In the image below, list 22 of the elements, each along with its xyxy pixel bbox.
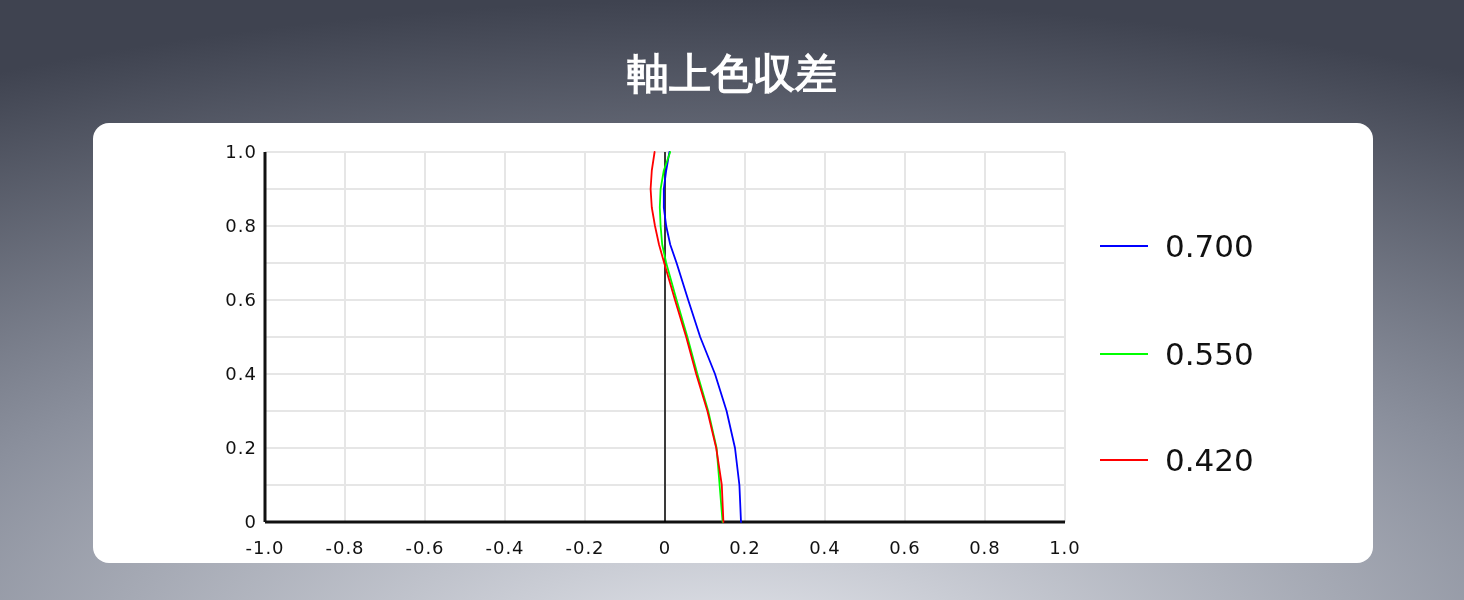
x-tick-label: 0: [658, 537, 672, 558]
y-tick-label: 0: [244, 511, 257, 532]
legend-label: 0.700: [1165, 228, 1254, 264]
line-series: [662, 151, 742, 523]
x-tick-label: -1.0: [245, 537, 285, 558]
x-tick-label: 0.2: [729, 537, 761, 558]
x-tick-label: -0.6: [405, 537, 445, 558]
x-tick-label: 0.4: [809, 537, 841, 558]
x-tick-label: 0.6: [889, 537, 921, 558]
x-tick-label: -0.8: [325, 537, 365, 558]
y-tick-label: 0.4: [225, 363, 257, 384]
y-tick-label: 0.8: [225, 215, 257, 236]
legend-label: 0.420: [1165, 442, 1254, 478]
chart-title: 軸上色収差: [627, 49, 837, 98]
x-tick-label: -0.2: [565, 537, 605, 558]
legend-label: 0.550: [1165, 336, 1254, 372]
x-tick-label: 1.0: [1049, 537, 1081, 558]
x-tick-label: 0.8: [969, 537, 1001, 558]
y-tick-label: 1.0: [225, 141, 257, 162]
y-tick-label: 0.6: [225, 289, 257, 310]
y-tick-label: 0.2: [225, 437, 257, 458]
x-tick-label: -0.4: [485, 537, 525, 558]
